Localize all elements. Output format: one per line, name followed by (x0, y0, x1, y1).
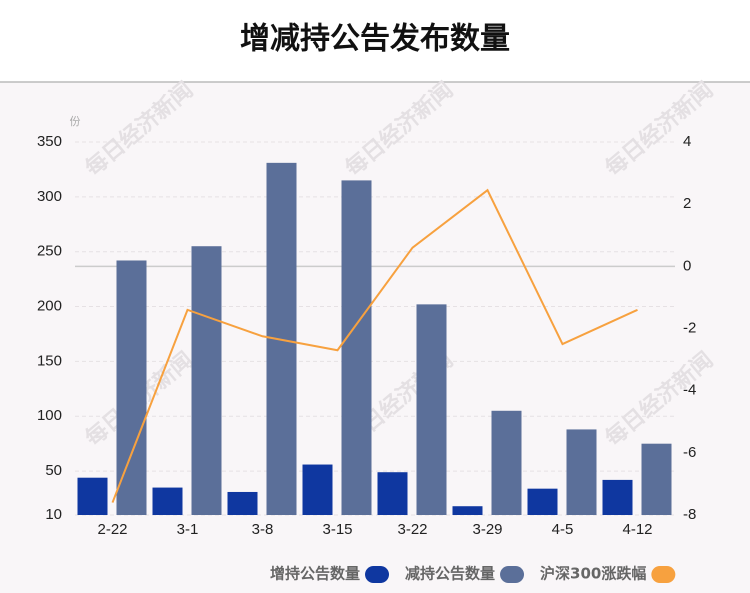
bar (116, 260, 147, 515)
header-background (0, 0, 750, 82)
bar (491, 410, 522, 515)
y-tick-label: 250 (37, 243, 62, 260)
legend-swatch (500, 566, 525, 583)
legend-swatch (651, 566, 676, 583)
bar (452, 506, 483, 515)
bar (527, 488, 558, 515)
bar (377, 472, 408, 515)
bar (416, 304, 447, 515)
bar (641, 443, 672, 515)
x-tick-label: 3-1 (177, 521, 199, 538)
legend-swatch (365, 566, 390, 583)
y-tick-label: 200 (37, 298, 62, 315)
bar (152, 487, 183, 515)
legend-label: 减持公告数量 (405, 565, 495, 583)
y2-tick-label: 4 (683, 133, 691, 150)
x-tick-label: 3-15 (322, 521, 352, 538)
legend-label: 增持公告数量 (270, 565, 360, 583)
bar (77, 477, 108, 515)
y-tick-label: 100 (37, 407, 62, 424)
x-tick-label: 3-22 (397, 521, 427, 538)
x-tick-label: 4-12 (622, 521, 652, 538)
y-tick-label: 50 (45, 462, 62, 479)
x-tick-label: 3-29 (472, 521, 502, 538)
y2-tick-label: 2 (683, 195, 691, 212)
y2-tick-label: 0 (683, 257, 691, 274)
x-tick-label: 4-5 (552, 521, 574, 538)
line (111, 188, 638, 503)
chart-title: 增减持公告发布数量 (240, 22, 510, 57)
y-tick-label: 300 (37, 188, 62, 205)
x-tick-label: 2-22 (97, 521, 127, 538)
legend-label: 沪深300涨跌幅 (540, 565, 646, 583)
bar (302, 464, 333, 515)
y2-tick-label: -8 (683, 506, 696, 523)
y-tick-label: 150 (37, 352, 62, 369)
bar (341, 180, 372, 515)
bar (191, 246, 222, 515)
y-tick-label: 10 (45, 506, 62, 523)
bar (227, 491, 258, 515)
y2-tick-label: -6 (683, 444, 696, 461)
x-tick-label: 3-8 (252, 521, 274, 538)
bar (566, 429, 597, 515)
bar (602, 479, 633, 515)
y2-tick-label: -4 (683, 382, 696, 399)
y-unit: 份 (70, 115, 81, 128)
y-tick-label: 350 (37, 133, 62, 150)
y2-tick-label: -2 (683, 319, 696, 336)
